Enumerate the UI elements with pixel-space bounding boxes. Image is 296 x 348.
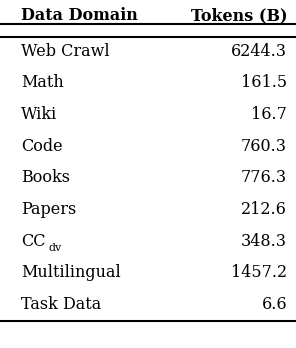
Text: Wiki: Wiki [21, 106, 57, 123]
Text: 16.7: 16.7 [251, 106, 287, 123]
Text: Web Crawl: Web Crawl [21, 43, 109, 60]
Text: Tokens (B): Tokens (B) [191, 7, 287, 24]
Text: 6244.3: 6244.3 [231, 43, 287, 60]
Text: Books: Books [21, 169, 70, 186]
Text: Data Domain: Data Domain [21, 7, 138, 24]
Text: 161.5: 161.5 [241, 74, 287, 91]
Text: dv: dv [49, 243, 62, 253]
Text: 212.6: 212.6 [241, 201, 287, 218]
Text: Code: Code [21, 138, 62, 155]
Text: CC: CC [21, 233, 45, 250]
Text: 776.3: 776.3 [241, 169, 287, 186]
Text: Papers: Papers [21, 201, 76, 218]
Text: 348.3: 348.3 [241, 233, 287, 250]
Text: Math: Math [21, 74, 63, 91]
Text: 1457.2: 1457.2 [231, 264, 287, 281]
Text: Task Data: Task Data [21, 296, 101, 313]
Text: 760.3: 760.3 [241, 138, 287, 155]
Text: 6.6: 6.6 [261, 296, 287, 313]
Text: Multilingual: Multilingual [21, 264, 120, 281]
